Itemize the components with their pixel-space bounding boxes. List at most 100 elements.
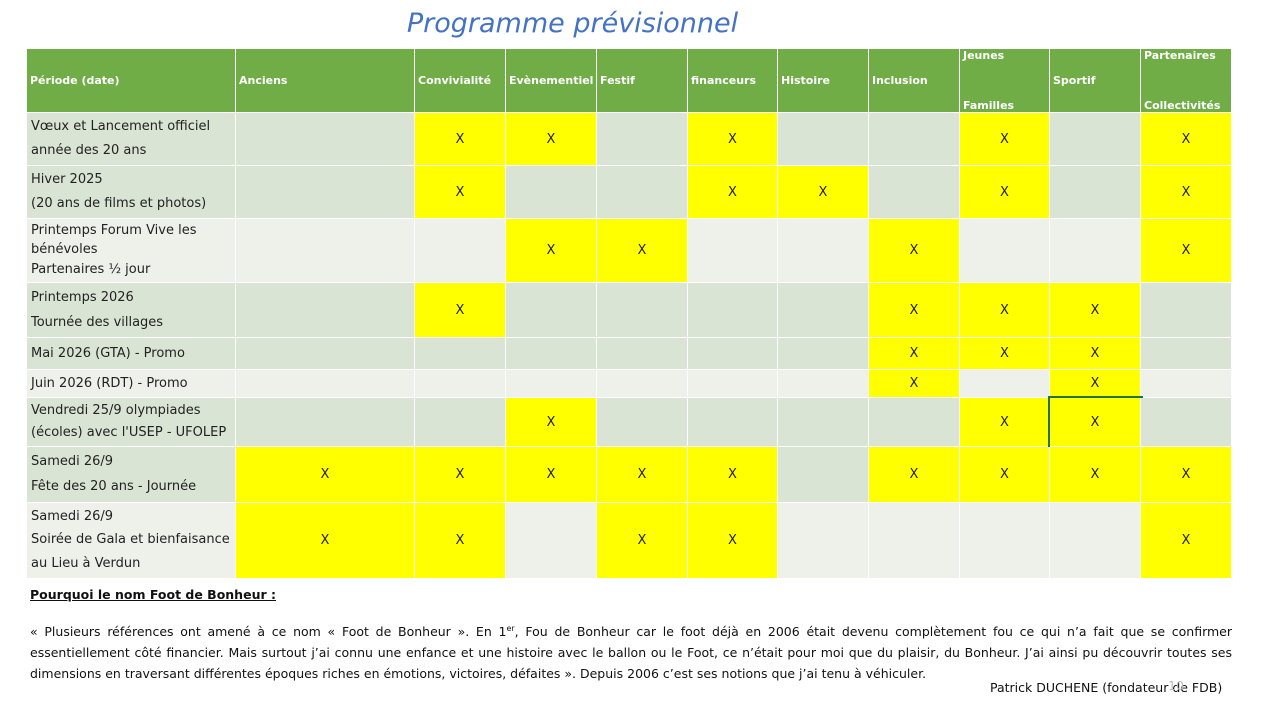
cell: X [869, 447, 960, 503]
cell: X [960, 113, 1050, 166]
line: Convivialité [418, 74, 492, 87]
row-label: Hiver 2025 (20 ans de films et photos) [27, 166, 236, 219]
cell [236, 338, 415, 370]
cell [1141, 398, 1232, 447]
cell: X [1141, 113, 1232, 166]
line: Fête des 20 ans - Journée [31, 479, 197, 495]
cell [960, 370, 1050, 398]
header-cell: Sportif [1050, 49, 1141, 113]
row-label: Printemps 2026 Tournée des villages [27, 283, 236, 338]
cell [597, 338, 688, 370]
cell: X [415, 113, 506, 166]
cell: X [1141, 166, 1232, 219]
line: Samedi 26/9 [31, 453, 114, 469]
cell: X [869, 370, 960, 398]
line: Familles [963, 99, 1015, 112]
cell [1050, 166, 1141, 219]
cell [415, 370, 506, 398]
cell: X [506, 113, 597, 166]
header-cell: Période (date) [27, 49, 236, 113]
cell [1141, 370, 1232, 398]
cell [960, 219, 1050, 283]
cell [415, 219, 506, 283]
cell [869, 113, 960, 166]
line: Samedi 26/9 [31, 508, 114, 524]
cell [1050, 503, 1141, 579]
cell: X [960, 283, 1050, 338]
line: Sportif [1053, 74, 1096, 87]
line: Soirée de Gala et bienfaisance [31, 532, 230, 548]
cell [506, 338, 597, 370]
cell: X [1050, 338, 1141, 370]
cell [597, 113, 688, 166]
cell: X [1050, 283, 1141, 338]
cell [778, 338, 869, 370]
cell: X [506, 219, 597, 283]
cell: X [869, 219, 960, 283]
cell: X [1141, 447, 1232, 503]
line: Vendredi 25/9 olympiades [31, 403, 201, 418]
cell [236, 370, 415, 398]
line: Mai 2026 (GTA) - Promo [31, 345, 185, 361]
cell [869, 398, 960, 447]
cell [506, 370, 597, 398]
line: Printemps Forum Vive les [31, 222, 197, 238]
line: (écoles) avec l'USEP - UFOLEP [31, 425, 227, 440]
cell [236, 398, 415, 447]
cell [236, 113, 415, 166]
cell [869, 503, 960, 579]
cell: X [415, 447, 506, 503]
line: bénévoles [31, 242, 98, 258]
text: , Fou de Bonheur car le foot déjà en 200… [30, 624, 1232, 682]
footer-paragraph: « Plusieurs références ont amené à ce no… [30, 618, 1232, 684]
cell [236, 166, 415, 219]
cell [778, 503, 869, 579]
header-cell: financeurs [688, 49, 778, 113]
row-label: Vendredi 25/9 olympiades (écoles) avec l'… [27, 398, 236, 447]
line: Collectivités [1144, 99, 1221, 112]
cell: X [960, 398, 1050, 447]
cell [236, 219, 415, 283]
cell [869, 166, 960, 219]
cell: X [778, 166, 869, 219]
line: Festif [600, 74, 635, 87]
cell: X [1050, 447, 1141, 503]
cell [597, 166, 688, 219]
row-label: Samedi 26/9 Soirée de Gala et bienfaisanc… [27, 503, 236, 579]
cell: X [869, 283, 960, 338]
signature: Patrick DUCHENE (fondateur de FDB) [990, 680, 1223, 695]
header-cell: Anciens [236, 49, 415, 113]
superscript: er [506, 624, 515, 633]
cell [506, 503, 597, 579]
line: Anciens [239, 74, 288, 87]
cell [1141, 283, 1232, 338]
cell: X [1141, 219, 1232, 283]
cell [236, 283, 415, 338]
cell: X [688, 166, 778, 219]
cell [778, 219, 869, 283]
cell [688, 398, 778, 447]
cell: X [506, 447, 597, 503]
cell [597, 398, 688, 447]
cell: X [506, 398, 597, 447]
cell [597, 283, 688, 338]
cell: X [960, 338, 1050, 370]
cell: X [415, 503, 506, 579]
cell [415, 398, 506, 447]
cell [778, 398, 869, 447]
row-label: Mai 2026 (GTA) - Promo [27, 338, 236, 370]
cell [506, 166, 597, 219]
line: Histoire [781, 74, 830, 87]
row-label: Samedi 26/9 Fête des 20 ans - Journée [27, 447, 236, 503]
header-cell: Histoire [778, 49, 869, 113]
cell [597, 370, 688, 398]
row-label: Vœux et Lancement officiel année des 20 a… [27, 113, 236, 166]
cell: X [688, 503, 778, 579]
cell: X [869, 338, 960, 370]
cell: X [1050, 370, 1141, 398]
line: année des 20 ans [31, 143, 147, 158]
cell [1141, 338, 1232, 370]
title: Programme prévisionnel [406, 8, 739, 39]
cell [688, 338, 778, 370]
